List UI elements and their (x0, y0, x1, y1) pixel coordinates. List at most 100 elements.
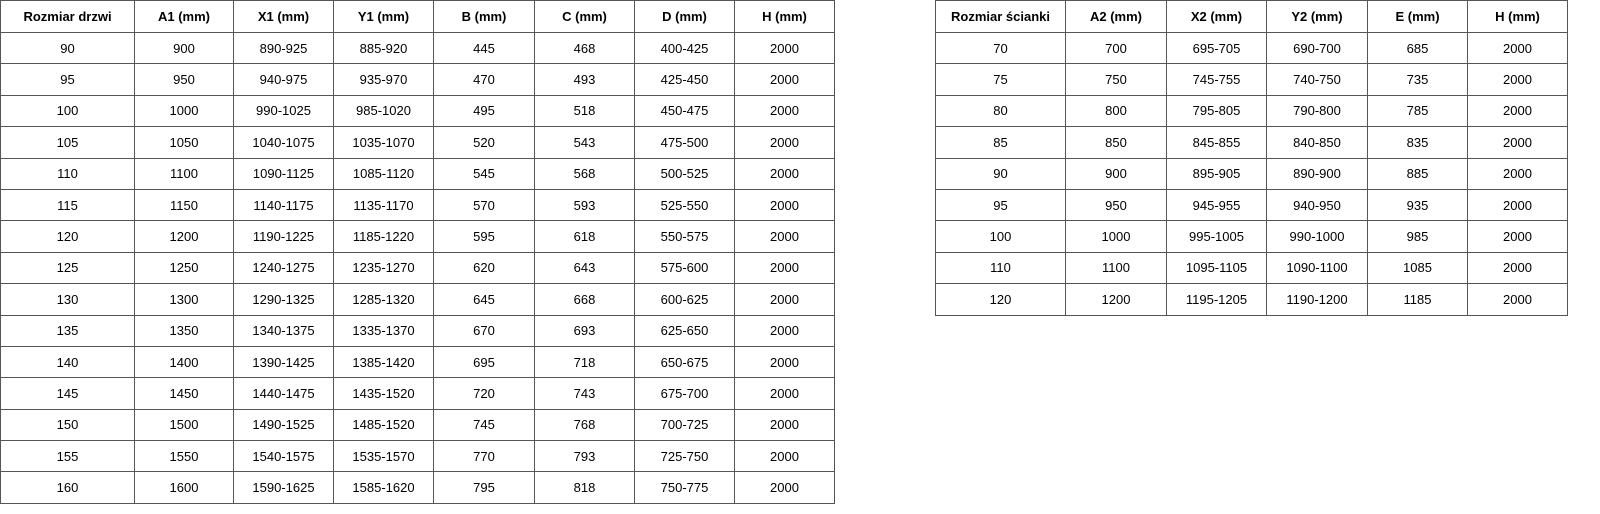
table-cell: 1500 (134, 408, 234, 442)
table-row: 95 950 945-955 940-950 935 2000 (935, 188, 1568, 222)
table-row: 110 1100 1090-1125 1085-1120 545 568 500-525 20… (0, 157, 835, 190)
table-cell: 1000 (134, 94, 234, 128)
table-cell: 130 (0, 283, 135, 316)
table-cell: 145 (0, 377, 135, 410)
table-row: 90 900 895-905 890-900 885 2000 (935, 157, 1568, 190)
table-cell: 1050 (134, 126, 234, 159)
table-cell: 1185 (1367, 283, 1468, 316)
table-cell: 995-1005 (1166, 220, 1267, 253)
table-cell: 2000 (734, 345, 835, 379)
table-cell: 85 (935, 126, 1066, 159)
table-row: 75 750 745-755 740-750 735 2000 (935, 63, 1568, 96)
column-header: B (mm) (433, 0, 535, 33)
table-header-row: Rozmiar ścianki A2 (mm) X2 (mm) Y2 (mm) E (m… (935, 0, 1568, 33)
table-cell: 895-905 (1166, 157, 1267, 190)
table-cell: 468 (534, 31, 635, 65)
table-cell: 1485-1520 (333, 408, 434, 442)
table-cell: 493 (534, 63, 635, 96)
table-cell: 75 (935, 63, 1066, 96)
column-header: X1 (mm) (233, 0, 334, 33)
table-cell: 70 (935, 31, 1066, 65)
table-cell: 740-750 (1266, 63, 1368, 96)
table-cell: 675-700 (634, 377, 735, 410)
table-cell: 685 (1367, 31, 1468, 65)
table-cell: 835 (1367, 126, 1468, 159)
table-row: 95 950 940-975 935-970 470 493 425-450 2000 (0, 63, 835, 96)
table-row: 120 1200 1195-1205 1190-1200 1185 2000 (935, 283, 1568, 316)
table-cell: 1590-1625 (233, 471, 334, 504)
table-cell: 1085-1120 (333, 157, 434, 190)
table-cell: 2000 (1467, 31, 1568, 65)
table-cell: 845-855 (1166, 126, 1267, 159)
table-cell: 735 (1367, 63, 1468, 96)
table-cell: 650-675 (634, 345, 735, 379)
table-cell: 115 (0, 188, 135, 222)
table-cell: 1040-1075 (233, 126, 334, 159)
table-cell: 700 (1065, 31, 1167, 65)
table-cell: 1390-1425 (233, 345, 334, 379)
table-cell: 885 (1367, 157, 1468, 190)
table-cell: 690-700 (1266, 31, 1368, 65)
table-cell: 1285-1320 (333, 283, 434, 316)
table-cell: 425-450 (634, 63, 735, 96)
table-cell: 2000 (734, 251, 835, 285)
table-cell: 120 (935, 283, 1066, 316)
table-cell: 643 (534, 251, 635, 285)
column-header: E (mm) (1367, 0, 1468, 33)
table-cell: 885-920 (333, 31, 434, 65)
table-cell: 900 (134, 31, 234, 65)
table-cell: 155 (0, 440, 135, 473)
table-cell: 695 (433, 345, 535, 379)
table-cell: 1385-1420 (333, 345, 434, 379)
table-cell: 940-975 (233, 63, 334, 96)
table-cell: 950 (134, 63, 234, 96)
table-row: 140 1400 1390-1425 1385-1420 695 718 650-675 20… (0, 345, 835, 379)
table-cell: 568 (534, 157, 635, 190)
table-row: 120 1200 1190-1225 1185-1220 595 618 550-575 20… (0, 220, 835, 253)
table-cell: 670 (433, 314, 535, 347)
column-header: A2 (mm) (1065, 0, 1167, 33)
table-cell: 1240-1275 (233, 251, 334, 285)
table-cell: 140 (0, 345, 135, 379)
table-cell: 2000 (1467, 157, 1568, 190)
table-cell: 2000 (734, 377, 835, 410)
table-cell: 595 (433, 220, 535, 253)
table-cell: 700-725 (634, 408, 735, 442)
table-cell: 1250 (134, 251, 234, 285)
table-cell: 850 (1065, 126, 1167, 159)
table-cell: 1090-1100 (1266, 251, 1368, 285)
table-cell: 1440-1475 (233, 377, 334, 410)
table-row: 115 1150 1140-1175 1135-1170 570 593 525-550 20… (0, 188, 835, 222)
table-cell: 2000 (734, 31, 835, 65)
table-cell: 645 (433, 283, 535, 316)
table-cell: 1200 (1065, 283, 1167, 316)
table-cell: 693 (534, 314, 635, 347)
table-cell: 2000 (1467, 283, 1568, 316)
table-row: 100 1000 995-1005 990-1000 985 2000 (935, 220, 1568, 253)
table-cell: 1200 (134, 220, 234, 253)
table-cell: 2000 (734, 471, 835, 504)
table-cell: 990-1000 (1266, 220, 1368, 253)
table-cell: 550-575 (634, 220, 735, 253)
table-row: 135 1350 1340-1375 1335-1370 670 693 625-650 20… (0, 314, 835, 347)
table-cell: 1135-1170 (333, 188, 434, 222)
table-cell: 1340-1375 (233, 314, 334, 347)
table-cell: 750-775 (634, 471, 735, 504)
table-cell: 135 (0, 314, 135, 347)
table-cell: 160 (0, 471, 135, 504)
table-cell: 620 (433, 251, 535, 285)
table-cell: 985 (1367, 220, 1468, 253)
table-cell: 1235-1270 (333, 251, 434, 285)
table-cell: 593 (534, 188, 635, 222)
table-cell: 785 (1367, 94, 1468, 128)
table-cell: 750 (1065, 63, 1167, 96)
table-cell: 400-425 (634, 31, 735, 65)
table-cell: 2000 (734, 157, 835, 190)
table-cell: 745-755 (1166, 63, 1267, 96)
table-row: 155 1550 1540-1575 1535-1570 770 793 725-750 20… (0, 440, 835, 473)
column-header: Rozmiar ścianki (935, 0, 1066, 33)
table-cell: 1185-1220 (333, 220, 434, 253)
table-cell: 1550 (134, 440, 234, 473)
table-cell: 1335-1370 (333, 314, 434, 347)
table-cell: 2000 (734, 94, 835, 128)
